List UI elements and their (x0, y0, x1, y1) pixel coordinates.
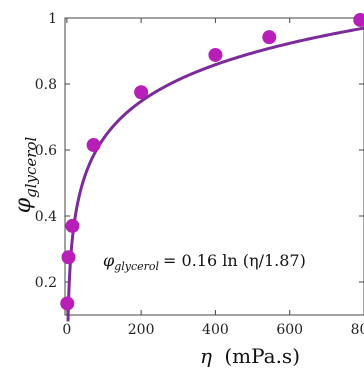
x-tick-label: 600 (276, 322, 303, 338)
data-point (60, 296, 75, 311)
y-tick-label: 0.2 (35, 275, 57, 291)
x-tick-label: 0 (62, 322, 71, 338)
y-tick-label: 0.6 (35, 143, 57, 159)
x-axis-label: η (mPa.s) (200, 344, 300, 368)
data-point (61, 250, 76, 265)
plot-frame (64, 17, 364, 316)
data-point (65, 218, 80, 233)
data-point (262, 30, 277, 45)
y-axis-label: φglycerol (11, 137, 40, 214)
data-point (353, 12, 364, 27)
x-tick-label: 800 (351, 322, 364, 338)
data-point (86, 138, 101, 153)
fit-curve (66, 26, 364, 322)
y-tick-label: 0.8 (35, 77, 57, 93)
data-point (134, 85, 149, 100)
ticks: 0 200 400 600 800 0.2 0.4 0.6 0.8 1 (35, 11, 364, 338)
y-tick-label: 0.4 (35, 209, 57, 225)
x-tick-label: 200 (128, 322, 155, 338)
data-points (60, 12, 364, 311)
data-point (208, 47, 223, 62)
y-tick-label: 1 (48, 11, 57, 27)
fit-equation: φglycerol = 0.16 ln (η/1.87) (103, 251, 306, 273)
x-tick-label: 400 (202, 322, 229, 338)
